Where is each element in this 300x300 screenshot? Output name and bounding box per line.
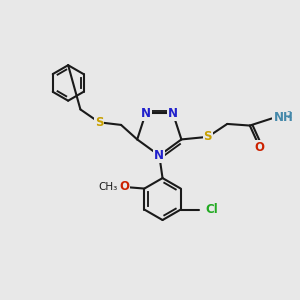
Text: 2: 2 — [286, 111, 292, 120]
Text: NH: NH — [273, 111, 293, 124]
Text: N: N — [154, 149, 164, 162]
Text: CH₃: CH₃ — [98, 182, 117, 192]
Text: O: O — [254, 141, 265, 154]
Text: N: N — [141, 107, 151, 120]
Text: S: S — [95, 116, 103, 129]
Text: O: O — [119, 181, 129, 194]
Text: N: N — [168, 107, 178, 120]
Text: Cl: Cl — [205, 203, 218, 216]
Text: S: S — [204, 130, 212, 143]
